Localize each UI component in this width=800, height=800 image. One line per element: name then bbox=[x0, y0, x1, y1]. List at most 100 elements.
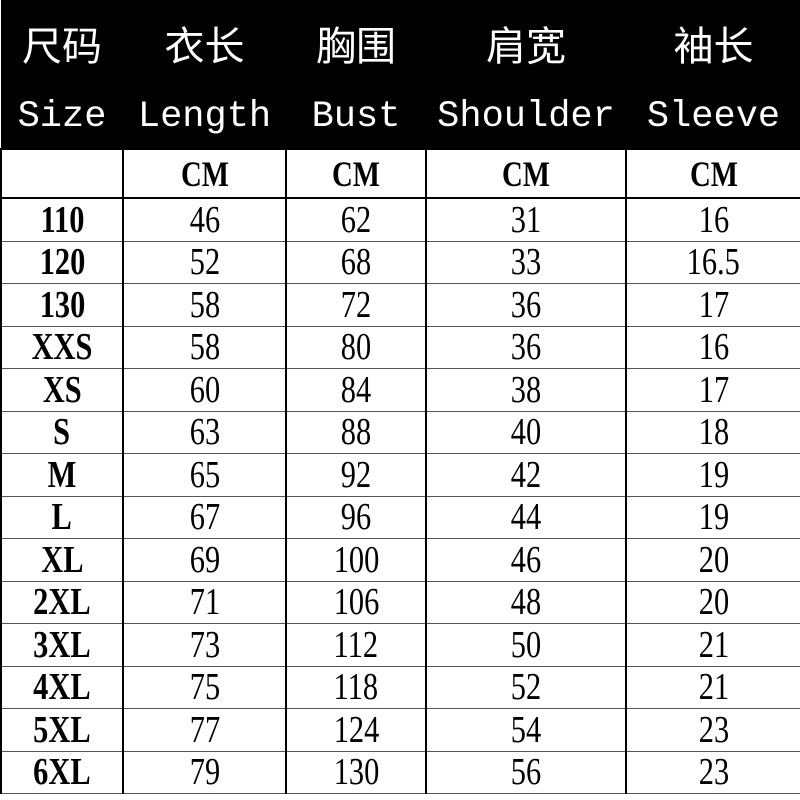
cell-value: 75 bbox=[189, 666, 220, 709]
cell-size: M bbox=[0, 453, 124, 497]
cell-value: 52 bbox=[189, 241, 220, 284]
cell-length: 52 bbox=[122, 241, 287, 284]
header-en-length: Length bbox=[123, 85, 286, 149]
table-row: XXS 58 80 36 16 bbox=[0, 326, 800, 369]
cell-value: 100 bbox=[333, 538, 379, 581]
cell-value: 5XL bbox=[33, 708, 91, 751]
cell-shoulder: 36 bbox=[425, 283, 627, 327]
cell-value: 50 bbox=[510, 623, 542, 666]
table-row: 120 52 68 33 16.5 bbox=[0, 241, 800, 284]
cell-value: 6XL bbox=[33, 751, 91, 794]
header-row-chinese: 尺码 衣长 胸围 肩宽 袖长 bbox=[1, 0, 800, 85]
cell-sleeve: 21 bbox=[625, 666, 800, 709]
cell-value: S bbox=[53, 411, 71, 454]
cell-sleeve: 20 bbox=[625, 538, 800, 582]
table-row: 2XL 71 106 48 20 bbox=[0, 581, 800, 624]
cell-value: 58 bbox=[189, 283, 220, 326]
cell-value: 17 bbox=[698, 368, 729, 411]
cell-value: 36 bbox=[510, 283, 542, 326]
cell-shoulder: 31 bbox=[425, 198, 627, 242]
cell-size: 110 bbox=[0, 198, 124, 242]
cell-value: 40 bbox=[510, 411, 542, 454]
cell-value: 19 bbox=[698, 453, 729, 496]
cell-value: 77 bbox=[189, 708, 220, 751]
unit-label: CM bbox=[180, 153, 229, 194]
cell-value: 48 bbox=[510, 581, 542, 624]
cell-length: 79 bbox=[122, 751, 287, 794]
cell-value: 17 bbox=[698, 283, 729, 326]
cell-value: 19 bbox=[698, 496, 729, 539]
cell-value: 44 bbox=[510, 496, 542, 539]
cell-value: 54 bbox=[510, 708, 542, 751]
unit-label: CM bbox=[501, 153, 550, 194]
cell-size: 4XL bbox=[0, 666, 124, 709]
cell-value: 79 bbox=[189, 751, 220, 794]
cell-sleeve: 19 bbox=[625, 453, 800, 497]
cell-value: 52 bbox=[510, 666, 542, 709]
cell-size: 6XL bbox=[0, 751, 124, 794]
unit-length: CM bbox=[122, 148, 287, 199]
cell-bust: 92 bbox=[285, 453, 427, 497]
unit-label: CM bbox=[331, 153, 380, 194]
unit-bust: CM bbox=[285, 148, 427, 199]
cell-value: 92 bbox=[340, 453, 372, 496]
cell-length: 65 bbox=[122, 453, 287, 497]
cell-sleeve: 16 bbox=[625, 326, 800, 369]
cell-sleeve: 17 bbox=[625, 283, 800, 327]
cell-value: 2XL bbox=[33, 581, 91, 624]
cell-value: 84 bbox=[340, 368, 372, 411]
cell-value: 130 bbox=[39, 283, 85, 326]
cell-value: 23 bbox=[698, 751, 729, 794]
cell-length: 67 bbox=[122, 496, 287, 539]
cell-value: 110 bbox=[40, 198, 84, 241]
cell-length: 58 bbox=[122, 326, 287, 369]
cell-bust: 112 bbox=[285, 623, 427, 667]
cell-value: 130 bbox=[333, 751, 379, 794]
header-zh-sleeve: 袖长 bbox=[626, 0, 800, 85]
header-en-bust: Bust bbox=[286, 85, 426, 149]
cell-value: M bbox=[47, 453, 77, 496]
cell-shoulder: 40 bbox=[425, 411, 627, 454]
cell-value: 69 bbox=[189, 538, 220, 581]
cell-value: 120 bbox=[39, 241, 85, 284]
cell-sleeve: 18 bbox=[625, 411, 800, 454]
cell-sleeve: 17 bbox=[625, 368, 800, 412]
cell-bust: 68 bbox=[285, 241, 427, 284]
cell-size: XS bbox=[0, 368, 124, 412]
header-en-sleeve: Sleeve bbox=[626, 85, 800, 149]
cell-length: 69 bbox=[122, 538, 287, 582]
cell-value: 63 bbox=[189, 411, 220, 454]
cell-size: 2XL bbox=[0, 581, 124, 624]
header-zh-size: 尺码 bbox=[1, 0, 123, 85]
cell-value: 42 bbox=[510, 453, 542, 496]
table-row: 110 46 62 31 16 bbox=[0, 198, 800, 242]
cell-size: XXS bbox=[0, 326, 124, 369]
cell-value: 65 bbox=[189, 453, 220, 496]
cell-shoulder: 54 bbox=[425, 708, 627, 752]
cell-sleeve: 23 bbox=[625, 751, 800, 794]
cell-bust: 62 bbox=[285, 198, 427, 242]
cell-shoulder: 52 bbox=[425, 666, 627, 709]
cell-value: 46 bbox=[189, 198, 220, 241]
cell-value: 112 bbox=[333, 623, 379, 666]
table-row: 3XL 73 112 50 21 bbox=[0, 623, 800, 667]
cell-length: 73 bbox=[122, 623, 287, 667]
cell-value: 46 bbox=[510, 538, 542, 581]
cell-value: 38 bbox=[510, 368, 542, 411]
cell-shoulder: 33 bbox=[425, 241, 627, 284]
cell-value: 21 bbox=[698, 623, 729, 666]
cell-value: 68 bbox=[340, 241, 372, 284]
cell-size: 120 bbox=[0, 241, 124, 284]
cell-value: 118 bbox=[333, 666, 379, 709]
cell-size: 3XL bbox=[0, 623, 124, 667]
cell-size: L bbox=[0, 496, 124, 539]
cell-value: 67 bbox=[189, 496, 220, 539]
cell-bust: 100 bbox=[285, 538, 427, 582]
cell-value: 96 bbox=[340, 496, 372, 539]
cell-value: 16.5 bbox=[686, 241, 741, 284]
cell-size: S bbox=[0, 411, 124, 454]
cell-length: 60 bbox=[122, 368, 287, 412]
table-row: XL 69 100 46 20 bbox=[0, 538, 800, 582]
cell-value: 106 bbox=[333, 581, 379, 624]
